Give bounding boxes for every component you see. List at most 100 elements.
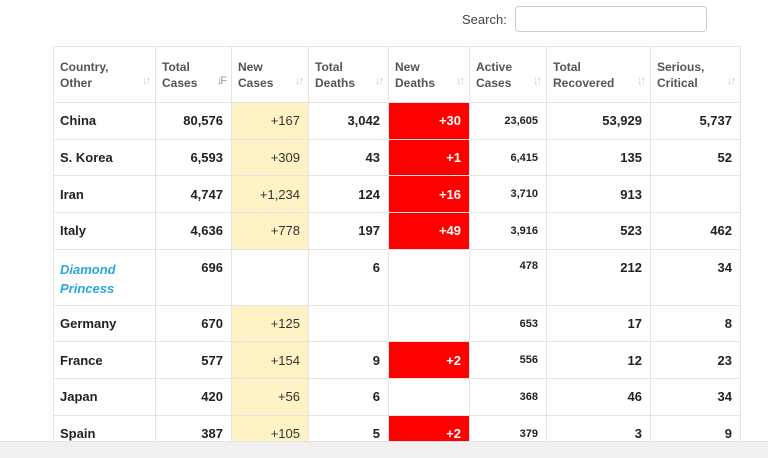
covid-stats-table: Country, Other ↓↑ Total Cases ↓F New Cases ↓↑ …: [53, 46, 741, 453]
table-row: S. Korea 6,593 +309 43 +1 6,415 135 52: [53, 138, 741, 177]
col-header-total-cases[interactable]: Total Cases ↓F: [155, 46, 232, 103]
col-header-new-cases[interactable]: New Cases ↓↑: [231, 46, 309, 103]
serious-critical-cell: [650, 175, 741, 214]
header-label-line1: Total: [162, 59, 190, 74]
total-cases-cell: 420: [155, 378, 232, 416]
search-input[interactable]: [514, 6, 707, 32]
new-cases-cell: +154: [231, 341, 309, 380]
total-recovered-cell: 212: [546, 248, 651, 306]
new-deaths-cell: [388, 304, 470, 343]
country-link[interactable]: Diamond Princess: [53, 248, 156, 306]
new-cases-cell: +167: [231, 102, 309, 140]
header-label-line2: Cases: [162, 75, 198, 90]
col-header-total-recovered[interactable]: Total Recovered ↓↑: [546, 46, 651, 103]
col-header-country[interactable]: Country, Other ↓↑: [53, 46, 156, 103]
header-label-line1: Active: [476, 59, 513, 74]
active-cases-cell: 3,710: [469, 175, 547, 214]
total-cases-cell: 4,747: [155, 175, 232, 214]
sort-icon[interactable]: ↓↑: [456, 75, 465, 87]
active-cases-cell: 556: [469, 341, 547, 380]
sort-icon[interactable]: ↓↑: [375, 75, 384, 87]
total-cases-cell: 577: [155, 341, 232, 380]
header-row: Country, Other ↓↑ Total Cases ↓F New Cases ↓↑ …: [53, 46, 741, 103]
header-label-line2: Deaths: [315, 75, 356, 90]
country-cell: S. Korea: [53, 138, 156, 177]
new-cases-cell: +1,234: [231, 175, 309, 214]
total-recovered-cell: 913: [546, 175, 651, 214]
table-row: Italy 4,636 +778 197 +49 3,916 523 462: [53, 212, 741, 250]
total-deaths-cell: 9: [308, 341, 389, 380]
horizontal-scrollbar[interactable]: [0, 441, 768, 458]
total-recovered-cell: 53,929: [546, 102, 651, 140]
sort-desc-icon[interactable]: ↓F: [216, 75, 227, 87]
header-label-line2: Cases: [476, 75, 512, 90]
active-cases-cell: 23,605: [469, 102, 547, 140]
new-cases-cell: [231, 248, 309, 306]
total-deaths-cell: 6: [308, 248, 389, 306]
sort-icon[interactable]: ↓↑: [637, 75, 646, 87]
total-cases-cell: 670: [155, 304, 232, 343]
search-bar: Search:: [462, 6, 707, 32]
active-cases-cell: 6,415: [469, 138, 547, 177]
header-label-line2: Other: [60, 75, 93, 90]
header-label-line1: Serious,: [657, 59, 705, 74]
header-label-line1: New: [395, 59, 420, 74]
table-row: France 577 +154 9 +2 556 12 23: [53, 341, 741, 380]
active-cases-cell: 478: [469, 248, 547, 306]
header-label-line2: Cases: [238, 75, 274, 90]
total-cases-cell: 696: [155, 248, 232, 306]
col-header-total-deaths[interactable]: Total Deaths ↓↑: [308, 46, 389, 103]
total-cases-cell: 80,576: [155, 102, 232, 140]
serious-critical-cell: 5,737: [650, 102, 741, 140]
total-cases-cell: 4,636: [155, 212, 232, 250]
total-recovered-cell: 17: [546, 304, 651, 343]
total-cases-cell: 6,593: [155, 138, 232, 177]
sort-icon[interactable]: ↓↑: [727, 75, 736, 87]
total-deaths-cell: 3,042: [308, 102, 389, 140]
serious-critical-cell: 8: [650, 304, 741, 343]
new-cases-cell: +309: [231, 138, 309, 177]
header-label-line1: Total: [315, 59, 343, 74]
country-cell: Germany: [53, 304, 156, 343]
serious-critical-cell: 34: [650, 378, 741, 416]
sort-icon[interactable]: ↓↑: [533, 75, 542, 87]
new-deaths-cell: +49: [388, 212, 470, 250]
country-cell: Iran: [53, 175, 156, 214]
table-row: Germany 670 +125 653 17 8: [53, 304, 741, 343]
total-deaths-cell: 197: [308, 212, 389, 250]
total-recovered-cell: 135: [546, 138, 651, 177]
serious-critical-cell: 34: [650, 248, 741, 306]
sort-icon[interactable]: ↓↑: [142, 75, 151, 87]
country-cell: Italy: [53, 212, 156, 250]
header-label-line2: Deaths: [395, 75, 436, 90]
col-header-active-cases[interactable]: Active Cases ↓↑: [469, 46, 547, 103]
col-header-serious-critical[interactable]: Serious, Critical ↓↑: [650, 46, 741, 103]
col-header-new-deaths[interactable]: New Deaths ↓↑: [388, 46, 470, 103]
new-cases-cell: +125: [231, 304, 309, 343]
total-deaths-cell: 6: [308, 378, 389, 416]
new-deaths-cell: +1: [388, 138, 470, 177]
new-deaths-cell: +16: [388, 175, 470, 214]
country-cell: China: [53, 102, 156, 140]
new-cases-cell: +778: [231, 212, 309, 250]
total-deaths-cell: 43: [308, 138, 389, 177]
total-deaths-cell: 124: [308, 175, 389, 214]
total-deaths-cell: [308, 304, 389, 343]
active-cases-cell: 3,916: [469, 212, 547, 250]
sort-icon[interactable]: ↓↑: [295, 75, 304, 87]
table-row: Iran 4,747 +1,234 124 +16 3,710 913: [53, 175, 741, 214]
total-recovered-cell: 46: [546, 378, 651, 416]
serious-critical-cell: 462: [650, 212, 741, 250]
country-cell: Japan: [53, 378, 156, 416]
new-deaths-cell: [388, 248, 470, 306]
table-row: Japan 420 +56 6 368 46 34: [53, 378, 741, 416]
serious-critical-cell: 52: [650, 138, 741, 177]
search-label: Search:: [462, 11, 507, 27]
serious-critical-cell: 23: [650, 341, 741, 380]
header-label-line1: Total: [553, 59, 581, 74]
total-recovered-cell: 12: [546, 341, 651, 380]
country-cell: France: [53, 341, 156, 380]
table-row: Diamond Princess 696 6 478 212 34: [53, 248, 741, 306]
table-row: China 80,576 +167 3,042 +30 23,605 53,92…: [53, 102, 741, 140]
header-label-line2: Recovered: [553, 75, 615, 90]
